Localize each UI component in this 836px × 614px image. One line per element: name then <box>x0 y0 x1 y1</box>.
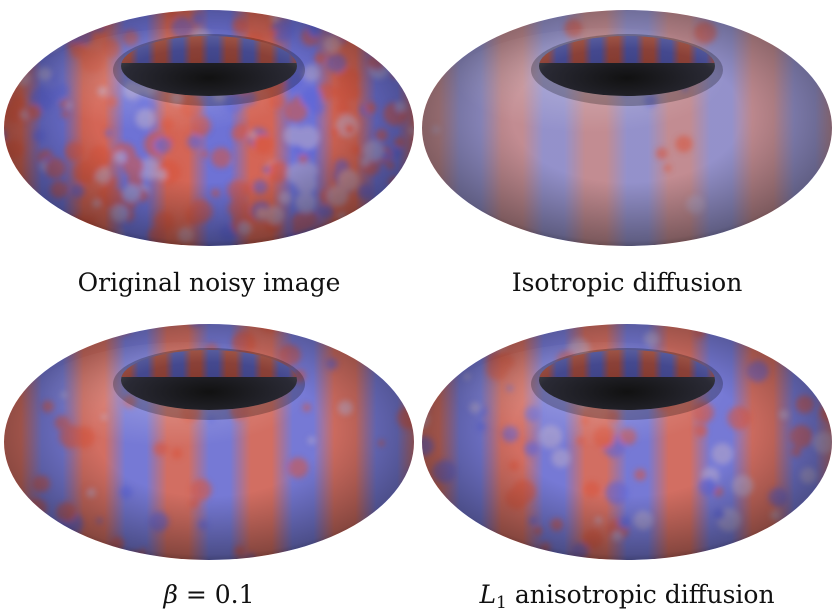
caption-beta: β = 0.1 <box>0 580 418 610</box>
caption-original-noisy: Original noisy image <box>77 268 341 297</box>
caption-l1-text: anisotropic diffusion <box>514 580 775 609</box>
caption-beta-symbol: β <box>163 580 178 609</box>
caption-beta-value: = 0.1 <box>185 580 255 609</box>
caption-isotropic-diffusion: Isotropic diffusion <box>511 268 743 297</box>
panel-original-noisy: Original noisy image <box>0 0 418 300</box>
torus-beta-render <box>4 324 414 560</box>
caption-l1-anisotropic: L1 anisotropic diffusion <box>418 580 836 613</box>
panel-beta: β = 0.1 <box>0 314 418 614</box>
torus-isotropic-render <box>422 10 832 246</box>
panel-l1-anisotropic: L1 anisotropic diffusion <box>418 314 836 614</box>
panel-isotropic-diffusion: Isotropic diffusion <box>418 0 836 300</box>
caption-l1-symbol: L <box>479 580 497 609</box>
torus-l1-render <box>422 324 832 560</box>
torus-noisy-render <box>4 10 414 246</box>
caption-l1-subscript: 1 <box>496 593 507 613</box>
